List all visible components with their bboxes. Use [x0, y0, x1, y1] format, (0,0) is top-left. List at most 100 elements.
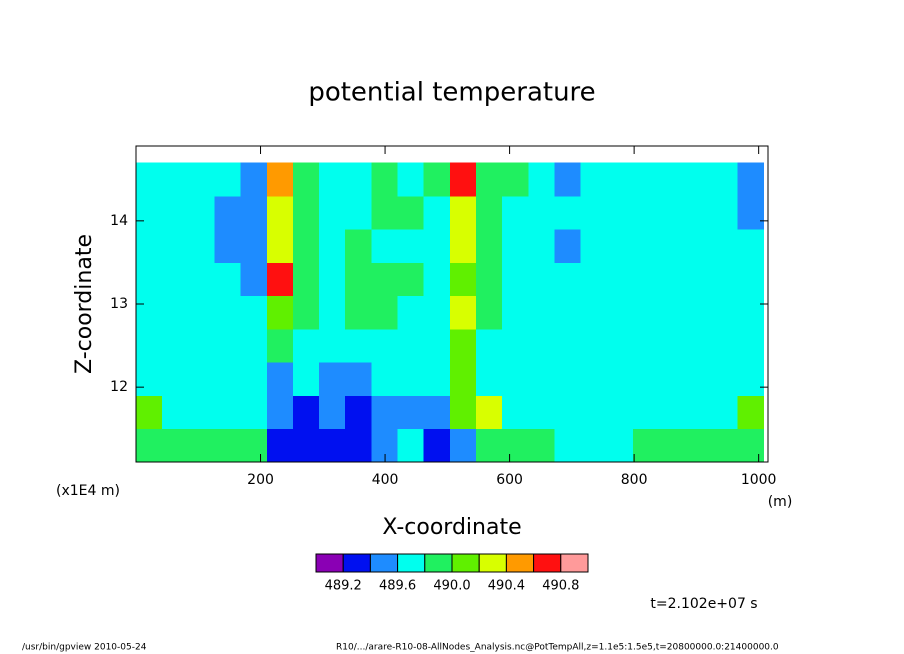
contour-cell — [214, 195, 242, 230]
contour-cell — [214, 395, 242, 430]
contour-cell — [528, 428, 555, 463]
contour-cell — [136, 362, 163, 396]
contour-cell — [475, 229, 503, 263]
contour-cell — [528, 229, 555, 263]
contour-cell — [188, 162, 215, 197]
contour-cell — [737, 362, 765, 396]
contour-cell — [292, 395, 320, 430]
contour-cell — [214, 362, 242, 396]
contour-cell — [423, 395, 451, 430]
time-label: t=2.102e+07 s — [650, 596, 757, 612]
contour-cell — [371, 162, 399, 197]
contour-cell — [502, 195, 529, 230]
contour-cell — [659, 295, 686, 330]
footer-left: /usr/bin/gpview 2010-05-24 — [22, 643, 147, 653]
contour-cell — [554, 229, 582, 263]
contour-cell — [423, 229, 451, 263]
contour-cell — [580, 362, 608, 396]
contour-cell — [188, 195, 215, 230]
contour-cell — [214, 428, 242, 463]
contour-cell — [502, 262, 529, 297]
contour-cell — [397, 295, 425, 330]
contour-cell — [371, 362, 399, 396]
contour-cell — [606, 229, 634, 263]
contour-cell — [345, 229, 372, 263]
contour-cell — [319, 428, 346, 463]
contour-cell — [240, 229, 268, 263]
contour-cell — [319, 162, 346, 197]
contour-cell — [737, 229, 765, 263]
y-axis-label: Z-coordinate — [72, 234, 97, 374]
colorbar-label: 489.2 — [325, 579, 362, 594]
contour-cell — [449, 362, 477, 396]
contour-cell — [266, 428, 294, 463]
contour-cell — [162, 395, 189, 430]
contour-cell — [711, 229, 738, 263]
contour-cell — [371, 395, 399, 430]
contour-cell — [528, 195, 555, 230]
contour-cell — [345, 295, 372, 330]
contour-cell — [554, 162, 582, 197]
contour-cell — [266, 395, 294, 430]
contour-cell — [685, 195, 712, 230]
contour-cell — [528, 262, 555, 297]
contour-cell — [606, 195, 634, 230]
contour-cell — [319, 362, 346, 396]
contour-cell — [711, 328, 738, 363]
contour-cell — [502, 295, 529, 330]
contour-cell — [685, 262, 712, 297]
contour-cell — [345, 362, 372, 396]
contour-cell — [266, 195, 294, 230]
contour-cell — [397, 229, 425, 263]
contour-cell — [632, 395, 660, 430]
contour-cell — [214, 328, 242, 363]
contour-cell — [554, 362, 582, 396]
contour-cell — [136, 395, 163, 430]
contour-cell — [475, 295, 503, 330]
contour-cell — [162, 229, 189, 263]
contour-cell — [685, 162, 712, 197]
contour-cell — [737, 262, 765, 297]
colorbar-box — [533, 553, 562, 573]
x-axis-label: X-coordinate — [382, 515, 521, 540]
contour-cell — [502, 428, 529, 463]
contour-cell — [711, 395, 738, 430]
contour-cell — [319, 328, 346, 363]
contour-cell — [162, 428, 189, 463]
contour-cell — [136, 262, 163, 297]
contour-cell — [188, 428, 215, 463]
contour-cell — [632, 162, 660, 197]
contour-cell — [528, 328, 555, 363]
contour-cell — [240, 328, 268, 363]
contour-cell — [502, 395, 529, 430]
contour-cell — [292, 195, 320, 230]
contour-cell — [240, 295, 268, 330]
contour-cell — [397, 362, 425, 396]
contour-cell — [632, 295, 660, 330]
contour-cell — [214, 229, 242, 263]
contour-cell — [162, 328, 189, 363]
y-tick-label: 13 — [110, 296, 128, 312]
x-tick-label: 800 — [621, 472, 648, 488]
contour-cell — [188, 229, 215, 263]
contour-cell — [188, 328, 215, 363]
contour-cell — [371, 328, 399, 363]
colorbar-box — [478, 553, 507, 573]
x-tick-label: 600 — [496, 472, 523, 488]
contour-cell — [475, 362, 503, 396]
contour-cell — [580, 428, 608, 463]
contour-cell — [606, 295, 634, 330]
contour-cell — [292, 295, 320, 330]
contour-cell — [737, 195, 765, 230]
contour-cell — [423, 362, 451, 396]
contour-cell — [397, 428, 425, 463]
contour-cell — [136, 295, 163, 330]
colorbar-box — [342, 553, 371, 573]
contour-cell — [737, 395, 765, 430]
contour-cell — [136, 195, 163, 230]
contour-cell — [554, 195, 582, 230]
contour-cell — [266, 162, 294, 197]
colorbar-label: 490.8 — [542, 579, 579, 594]
contour-cell — [397, 262, 425, 297]
contour-cell — [659, 428, 686, 463]
